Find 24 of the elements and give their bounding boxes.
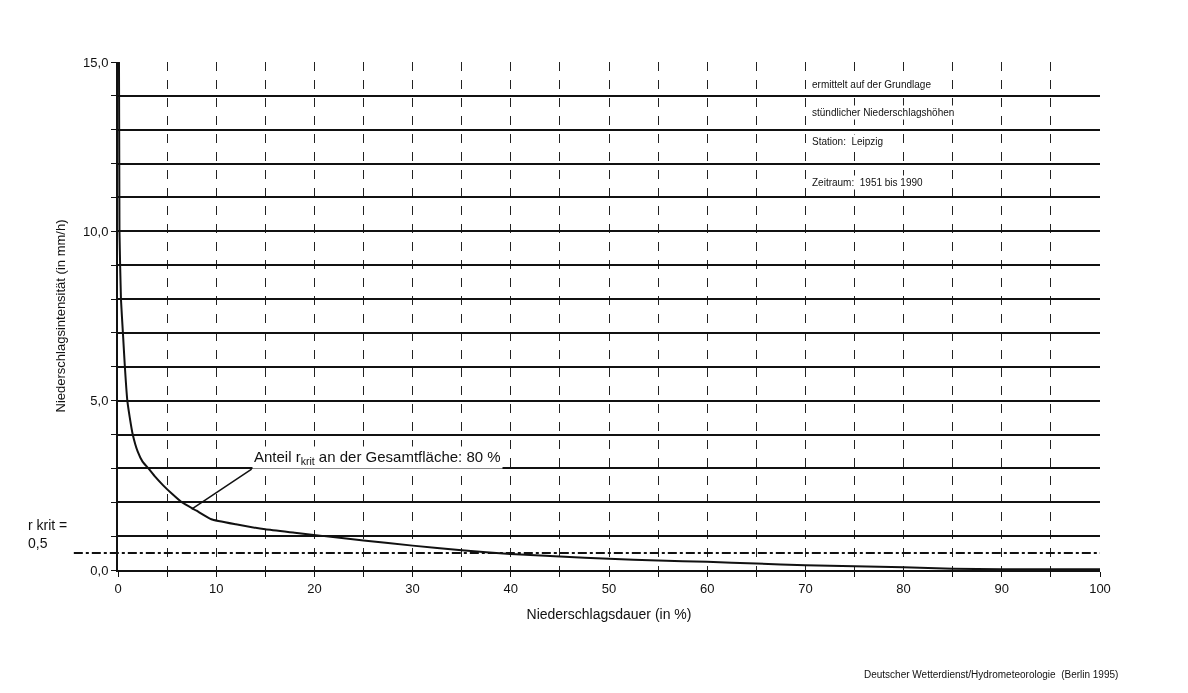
annotation: Zeitraum: 1951 bis 1990 <box>812 177 924 188</box>
annotation: Anteil r$_{krit}$ an der Gesamtfläche: 80 % <box>254 448 501 468</box>
ref-line-label: r krit = 0,5 <box>28 517 68 552</box>
x-axis-title: Niederschlagsdauer (in %) <box>526 606 692 623</box>
text: Deutscher Wetterdienst/Hydrometeorologie (Berlin 1995) <box>864 669 1119 680</box>
x-tick-label: 70 <box>798 580 813 596</box>
x-tick-label: 40 <box>503 580 519 596</box>
y-tick-label: 15,0 <box>83 54 109 70</box>
x-tick-label: 60 <box>699 580 715 596</box>
x-tick-label: 30 <box>405 580 420 596</box>
annotation: stündlicher Niederschlagshöhen <box>812 107 955 118</box>
annotation: ermittelt auf der Grundlage <box>812 79 932 90</box>
x-tick-label: 10 <box>208 580 224 596</box>
y-tick-label: 5,0 <box>90 393 109 409</box>
y-tick-label: 10,0 <box>83 223 109 239</box>
annotation: Station: Leipzig <box>812 136 884 147</box>
x-tick-label: 80 <box>896 580 911 596</box>
y-axis-title: Niederschlagsintensität (in mm/h) <box>52 219 68 413</box>
x-tick-label: 0 <box>114 580 122 596</box>
x-tick-label: 20 <box>307 580 322 596</box>
x-tick-label: 90 <box>994 580 1010 596</box>
x-tick-label: 50 <box>601 580 617 596</box>
x-tick-label: 100 <box>1089 580 1111 596</box>
y-tick-label: 0,0 <box>90 562 109 578</box>
